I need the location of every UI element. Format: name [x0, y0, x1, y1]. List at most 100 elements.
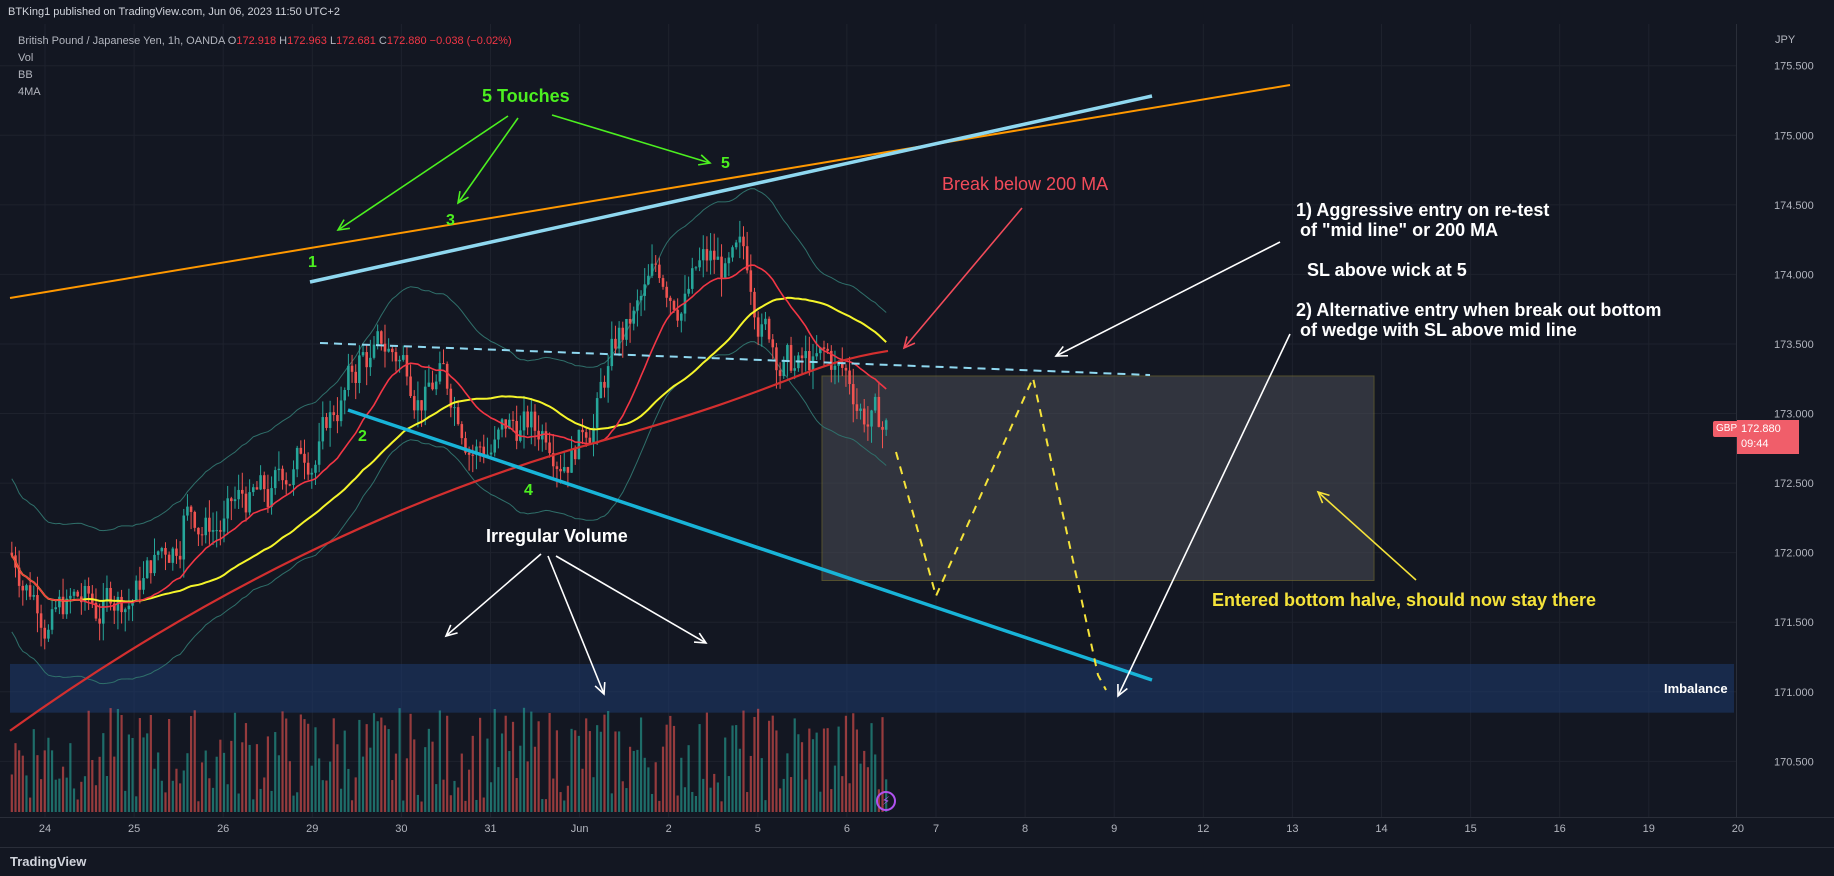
candle-body	[21, 585, 25, 591]
candle-body	[680, 313, 683, 321]
indicator-vol[interactable]: Vol	[18, 52, 34, 64]
candle-body	[58, 596, 61, 608]
volume-bar	[131, 737, 134, 812]
volume-bar	[815, 732, 818, 812]
volume-bar	[574, 730, 577, 812]
candle-body	[676, 309, 679, 321]
candle-body	[665, 286, 668, 298]
time-axis[interactable]	[0, 817, 1834, 848]
candle-body	[873, 396, 877, 411]
volume-bar	[292, 795, 295, 812]
volume-bar	[402, 800, 405, 812]
volume-bar	[179, 783, 182, 812]
candle-body	[72, 591, 76, 596]
candle-body	[339, 400, 343, 422]
candle-body	[167, 554, 171, 563]
volume-bar	[541, 799, 544, 812]
candle-body	[412, 396, 416, 411]
volume-bar	[424, 747, 427, 812]
candle-body	[508, 419, 511, 429]
volume-bar	[650, 793, 654, 812]
volume-bar	[409, 713, 412, 812]
volume-bar	[457, 787, 460, 812]
volume-bar	[533, 746, 537, 812]
volume-bar	[211, 787, 215, 812]
volume-bar	[383, 725, 387, 812]
candle-body	[478, 446, 482, 448]
volume-bar	[603, 714, 606, 812]
volume-bar	[874, 754, 877, 812]
tradingview-logo[interactable]: TradingView	[10, 854, 87, 869]
candle-body	[734, 242, 738, 248]
volume-bar	[285, 718, 288, 812]
volume-bar	[182, 770, 185, 812]
candle-body	[500, 419, 504, 430]
candle-body	[149, 560, 153, 574]
candle-body	[530, 411, 533, 428]
volume-bar	[372, 713, 376, 812]
touch-label-5: 5	[721, 155, 730, 172]
candle-body	[822, 347, 826, 349]
candle-body	[248, 492, 251, 513]
candle-body	[551, 453, 555, 467]
candle-body	[303, 453, 306, 463]
volume-bar	[442, 779, 445, 812]
candle-body	[840, 362, 844, 368]
indicator-bb[interactable]: BB	[18, 69, 33, 81]
candle-body	[738, 236, 742, 243]
candle-body	[760, 324, 764, 337]
arrow-touch-3-head	[456, 191, 469, 205]
candle-body	[123, 609, 127, 613]
candle-body	[36, 595, 39, 614]
volume-bar	[332, 718, 335, 812]
candle-body	[705, 249, 709, 261]
candle-body	[186, 506, 189, 516]
candle-body	[800, 355, 804, 359]
candle-body	[526, 411, 529, 428]
imbalance-zone	[10, 663, 1734, 713]
volume-bar	[599, 731, 602, 812]
candle-body	[647, 275, 650, 285]
volume-bar	[764, 800, 767, 812]
volume-bar	[504, 715, 507, 812]
candle-body	[614, 338, 617, 349]
volume-bar	[65, 777, 68, 812]
lightning-icon[interactable]: ⚡	[876, 791, 896, 811]
volume-bar	[837, 726, 840, 812]
arrow-touch-1-head	[336, 219, 350, 232]
volume-bar	[628, 746, 632, 812]
volume-bar	[460, 753, 463, 812]
candle-body	[830, 350, 833, 370]
volume-bar	[255, 744, 259, 812]
candle-body	[376, 331, 379, 345]
candle-body	[391, 348, 394, 353]
candle-body	[47, 629, 50, 639]
candle-body	[709, 250, 712, 261]
candle-body	[859, 408, 862, 411]
volume-bar	[621, 781, 624, 812]
candle-body	[504, 419, 507, 429]
volume-bar	[665, 724, 668, 812]
candle-body	[270, 488, 273, 507]
candle-body	[332, 412, 336, 416]
candle-body	[588, 437, 592, 443]
volume-bar	[636, 749, 639, 812]
open-value: 172.918	[236, 35, 277, 47]
volume-bar	[61, 766, 65, 812]
candle-body	[328, 412, 332, 428]
lower-wedge-line	[347, 408, 1153, 682]
candle-body	[855, 404, 859, 411]
volume-bar	[266, 736, 270, 812]
candle-body	[347, 365, 350, 390]
volume-bar	[720, 801, 723, 812]
symbol-legend[interactable]: British Pound / Japanese Yen, 1h, OANDA …	[18, 35, 512, 47]
volume-bar	[87, 710, 90, 812]
candle-body	[336, 415, 339, 422]
volume-bar	[863, 750, 866, 812]
indicator-4ma[interactable]: 4MA	[18, 86, 41, 98]
open-label: O	[227, 35, 237, 47]
volume-bar	[782, 778, 785, 812]
volume-bar	[826, 728, 829, 812]
candle-body	[442, 363, 445, 365]
